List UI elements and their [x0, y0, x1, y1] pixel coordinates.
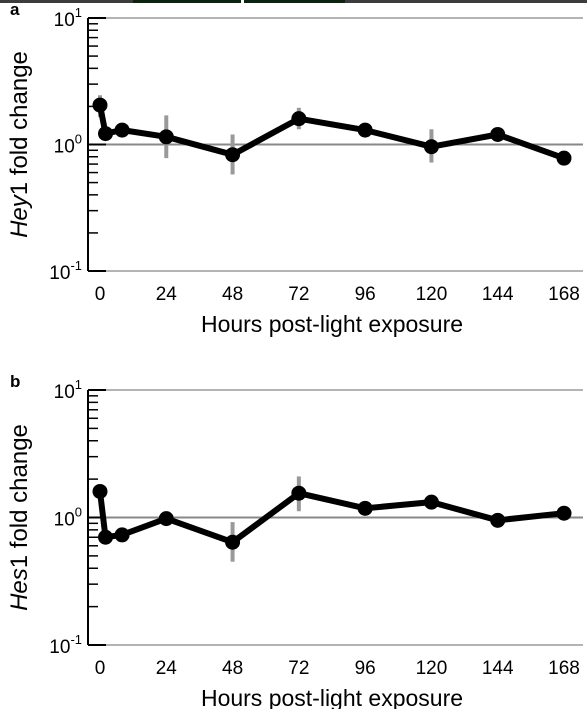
y-tick-label: 10-1: [49, 258, 82, 284]
x-axis-label: Hours post-light exposure: [201, 685, 463, 709]
x-tick-label: 120: [416, 284, 448, 305]
data-point: [291, 485, 307, 501]
data-point: [225, 147, 241, 163]
data-point: [92, 97, 108, 113]
y-axis-label: Hey1 fold change: [6, 51, 33, 238]
x-tick-label: 120: [416, 658, 448, 679]
data-point: [490, 126, 506, 142]
panel-label: b: [10, 372, 20, 391]
x-tick-label: 72: [288, 658, 309, 679]
x-tick-label: 96: [355, 284, 376, 305]
y-tick-label: 101: [54, 5, 82, 31]
series-line: [97, 104, 566, 162]
data-point: [114, 527, 130, 543]
y-axis-label: Hes1 fold change: [6, 424, 33, 611]
x-tick-label: 24: [156, 284, 178, 305]
y-tick-label: 100: [54, 132, 82, 158]
data-point: [423, 494, 439, 510]
panel-label: a: [10, 0, 20, 19]
y-tick-label: 100: [54, 505, 82, 531]
data-point: [158, 129, 174, 145]
y-tick-label: 10-1: [49, 632, 82, 658]
x-tick-label: 48: [222, 284, 243, 305]
data-point: [98, 529, 114, 545]
data-point: [92, 483, 108, 499]
panel-b: b 10-1 100 101 Hes1 fold change 0 24 48 72 96 120 1…: [6, 372, 583, 709]
series-line: [97, 490, 565, 546]
x-tick-label: 96: [355, 658, 376, 679]
data-point: [98, 126, 114, 142]
top-image-strip: [0, 0, 587, 3]
data-point: [291, 111, 307, 127]
data-point: [114, 122, 130, 138]
x-tick-label: 144: [482, 284, 514, 305]
x-tick-label: 0: [95, 658, 106, 679]
data-point: [357, 122, 373, 138]
x-tick-label: 144: [482, 658, 514, 679]
x-tick-label: 72: [288, 284, 309, 305]
data-point: [423, 139, 439, 155]
x-tick-label: 24: [156, 658, 178, 679]
x-axis-label: Hours post-light exposure: [201, 311, 463, 337]
x-tick-label: 168: [548, 658, 580, 679]
x-tick-label: 168: [548, 284, 580, 305]
data-point: [490, 512, 506, 528]
panel-a: a 10-1 100 101 Hey1 fold change 0 24 48 72 96 120 1…: [6, 0, 583, 337]
data-point: [556, 505, 572, 521]
data-point: [158, 511, 174, 527]
x-tick-label: 0: [95, 284, 106, 305]
x-tick-label: 48: [222, 658, 243, 679]
data-point: [556, 150, 572, 166]
data-point: [225, 534, 241, 550]
y-tick-label: 101: [54, 377, 82, 403]
data-point: [357, 500, 373, 516]
